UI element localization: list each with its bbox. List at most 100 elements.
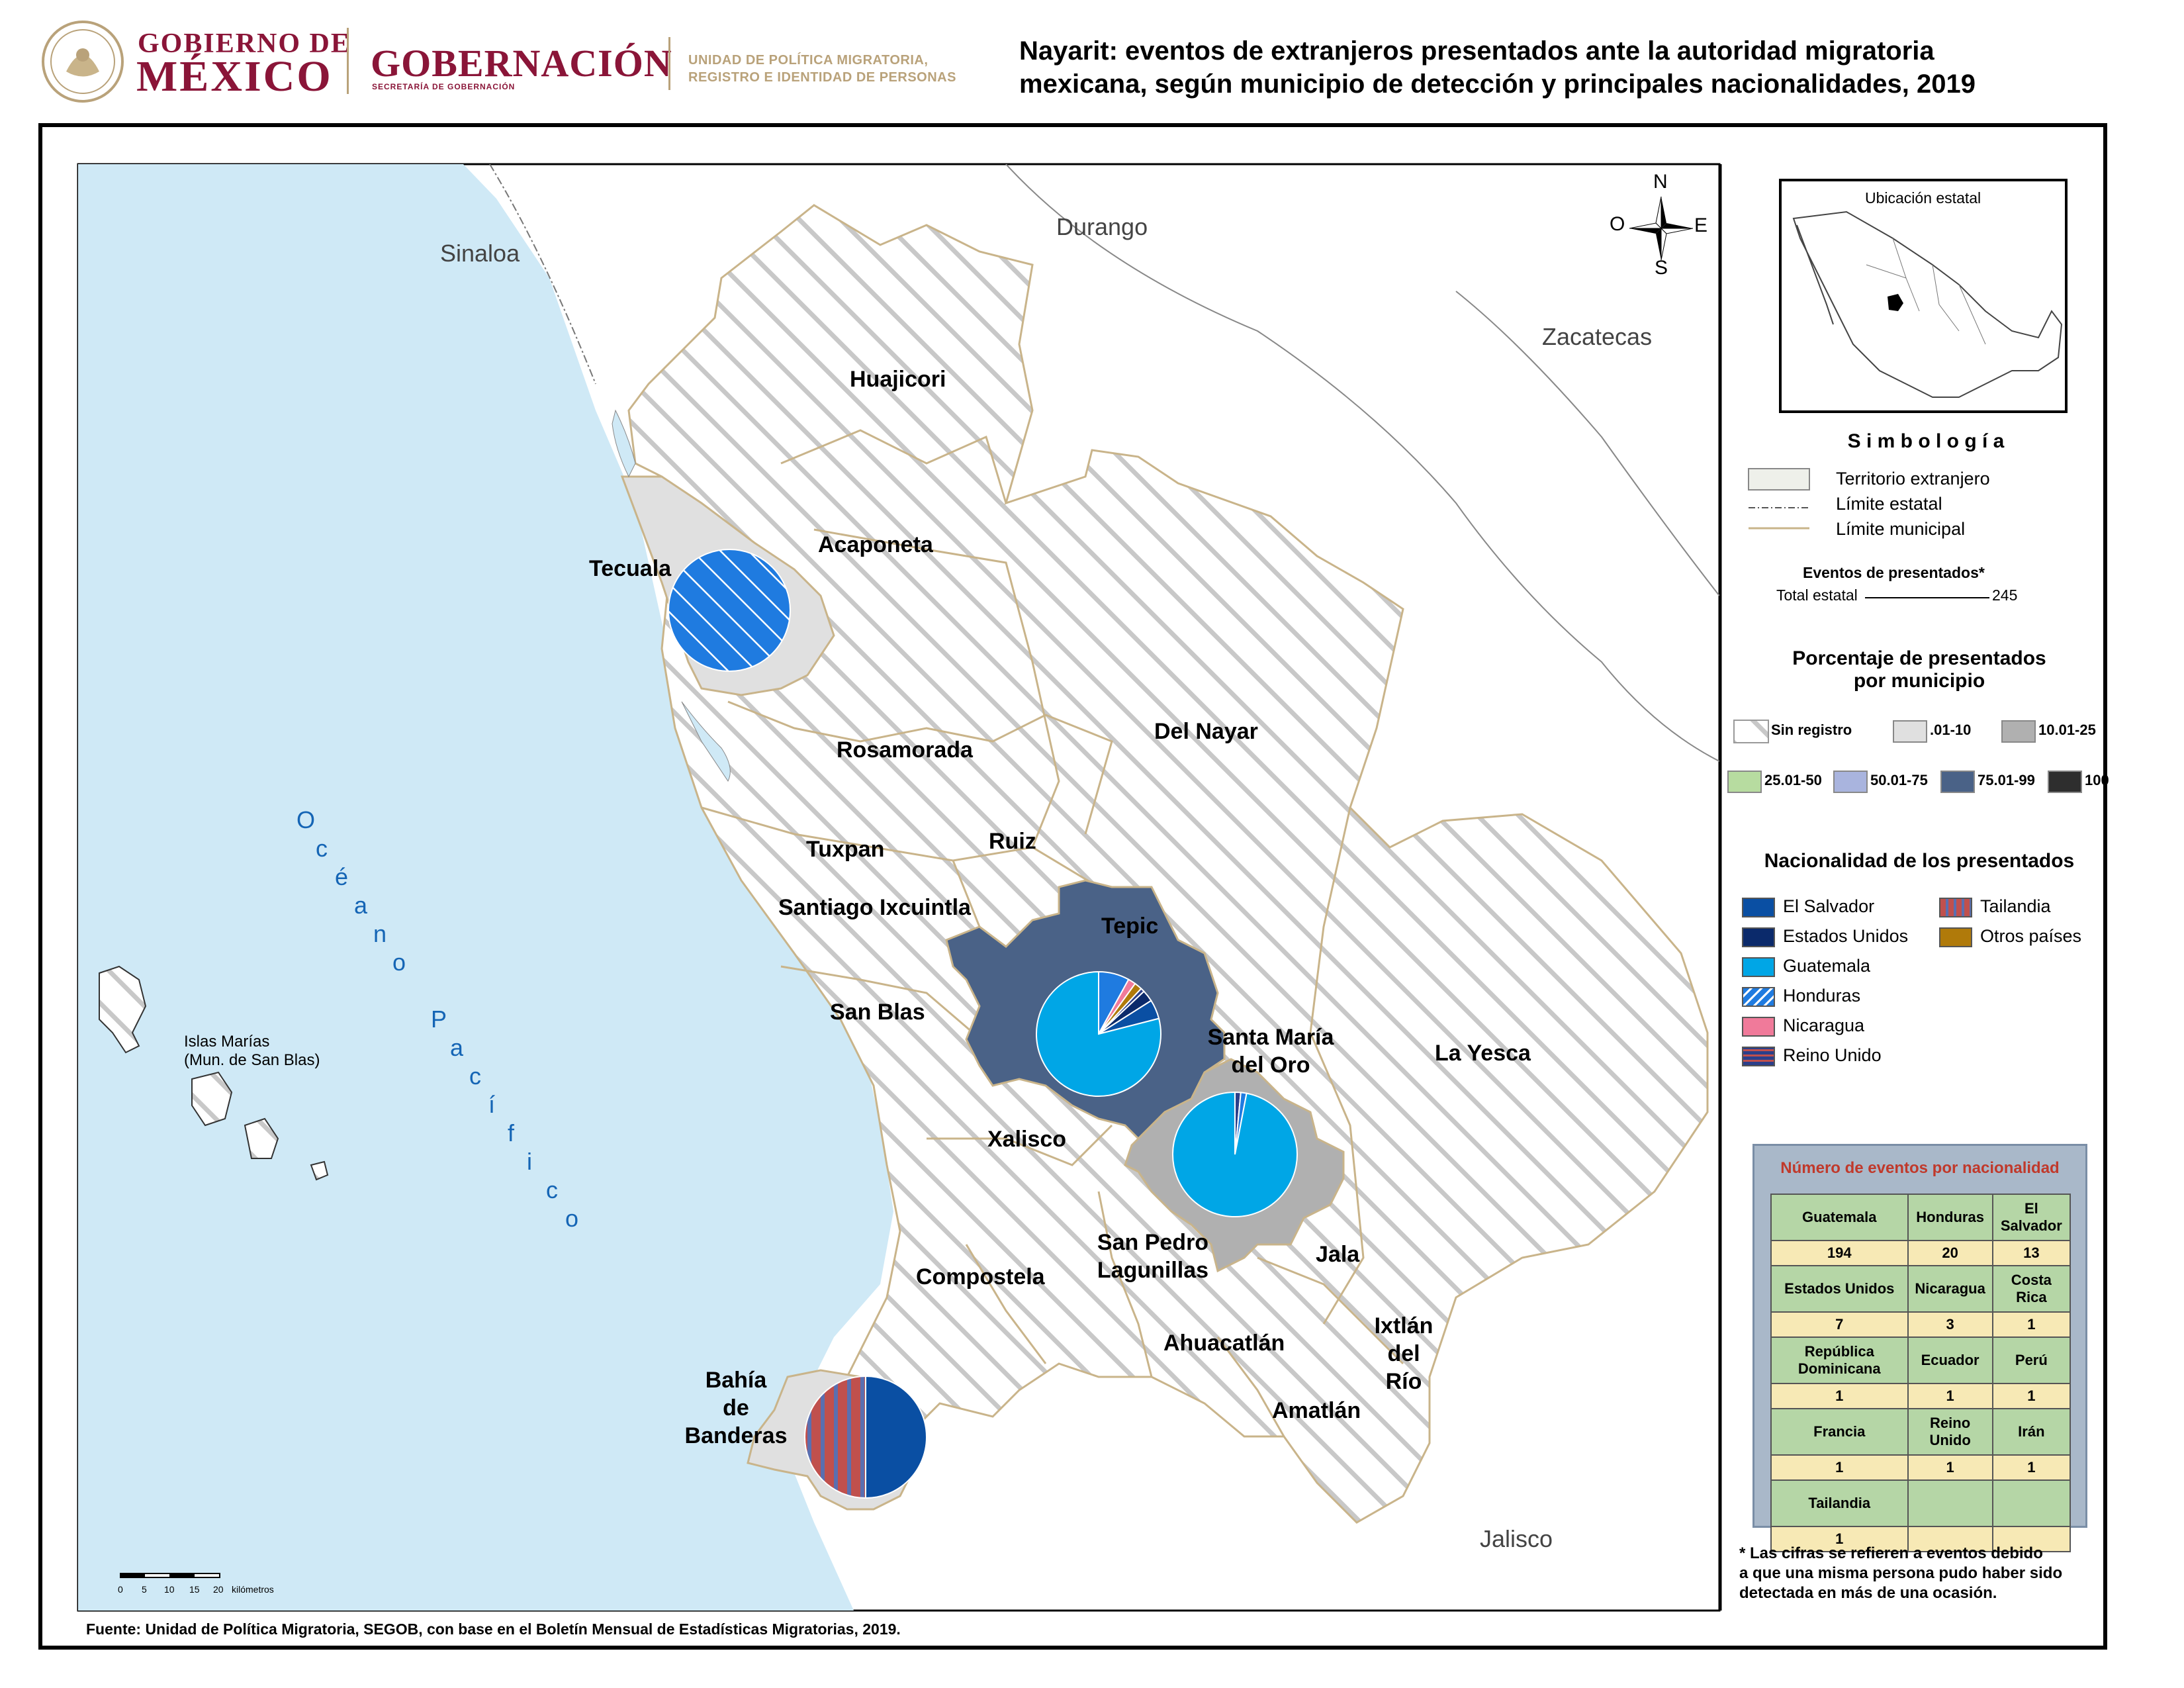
pie-bahia-de-banderas bbox=[804, 1375, 927, 1499]
territorio-extranjero-label: Territorio extranjero bbox=[1836, 469, 1990, 489]
table-value-cell: 1 bbox=[1991, 1383, 2071, 1409]
bahia-line1: Bahía bbox=[705, 1368, 767, 1393]
san-pedro-line1: San Pedro bbox=[1097, 1230, 1209, 1255]
nationality-label: Reino Unido bbox=[1783, 1045, 1882, 1065]
pie-slice-el-salvador bbox=[865, 1375, 927, 1499]
table-row: Francia Reino Unido Irán bbox=[1770, 1408, 2071, 1456]
table-title: Número de eventos por nacionalidad bbox=[1780, 1159, 2060, 1177]
ocean-label-letter: O bbox=[296, 806, 316, 833]
nationality-label: Estados Unidos bbox=[1783, 926, 1909, 946]
gobierno-line1: GOBIERNO DE bbox=[138, 28, 351, 59]
class-label: 10.01-25 bbox=[2038, 722, 2096, 738]
isla-maria-magdalena bbox=[191, 1071, 233, 1127]
nationality-label: Tailandia bbox=[1980, 896, 2051, 916]
footnote: * Las cifras se refieren a eventos debid… bbox=[1739, 1544, 2062, 1603]
lagoon bbox=[612, 409, 636, 478]
scale-tick-5: 5 bbox=[142, 1584, 147, 1595]
isla-san-juanito bbox=[310, 1160, 329, 1181]
ocean-label-letter: f bbox=[508, 1119, 515, 1147]
ocean-label-letter: c bbox=[469, 1062, 481, 1090]
compass-s: S bbox=[1655, 257, 1668, 279]
national-seal-icon bbox=[42, 21, 124, 103]
bahia-line3: Banderas bbox=[684, 1423, 788, 1448]
state-boundary-line bbox=[489, 164, 596, 385]
municipal-boundaries bbox=[701, 429, 1404, 1437]
ixtlan-line1: Ixtlán bbox=[1374, 1313, 1433, 1338]
bahia-line2: de bbox=[723, 1395, 749, 1421]
state-label-sinaloa: Sinaloa bbox=[440, 240, 520, 267]
state-label-jalisco: Jalisco bbox=[1480, 1525, 1553, 1552]
ocean-label-letter: c bbox=[546, 1176, 558, 1203]
santa-maria-line1: Santa María bbox=[1207, 1025, 1334, 1050]
pie-slice-guatemala bbox=[1172, 1091, 1298, 1217]
table-row: 1 bbox=[1770, 1526, 2071, 1552]
label-huajicori: Huajicori bbox=[850, 367, 946, 392]
class-swatch bbox=[1893, 720, 1927, 743]
nationality-label: Nicaragua bbox=[1783, 1015, 1865, 1035]
ocean-label-letter: i bbox=[527, 1148, 532, 1175]
table-value-cell: 1 bbox=[1770, 1383, 1909, 1409]
ocean-label-letter: í bbox=[488, 1091, 496, 1118]
table-header-cell: El Salvador bbox=[1991, 1194, 2071, 1241]
nationality-label: Otros países bbox=[1980, 926, 2082, 946]
label-santiago-ixcuintla: Santiago Ixcuintla bbox=[778, 895, 971, 920]
porcentaje-title: Porcentaje de presentados por municipio bbox=[1747, 647, 2091, 692]
islas-marias-line1: Islas Marías bbox=[184, 1033, 270, 1051]
ocean-label-letter: o bbox=[392, 949, 406, 976]
class-swatch bbox=[1833, 771, 1868, 793]
class-swatch bbox=[1727, 771, 1762, 793]
label-bahia-de-banderas: Bahía de Banderas bbox=[678, 1366, 794, 1450]
header-divider bbox=[668, 37, 670, 90]
total-estatal-value: 245 bbox=[1992, 586, 2018, 604]
label-acaponeta: Acaponeta bbox=[818, 532, 933, 557]
ixtlan-line2: del bbox=[1387, 1341, 1420, 1366]
ocean-label-letter: c bbox=[316, 835, 328, 862]
footnote-line3: detectada en más de una ocasión. bbox=[1739, 1584, 1997, 1602]
inset-mexico-outline bbox=[1792, 211, 2063, 398]
label-san-blas: San Blas bbox=[830, 1000, 925, 1025]
class-swatch bbox=[1940, 771, 1975, 793]
header-divider bbox=[347, 28, 349, 94]
pie-tecuala bbox=[668, 549, 791, 672]
title-line2: mexicana, según municipio de detección y… bbox=[1019, 70, 1976, 99]
scale-tick-20: 20 bbox=[213, 1584, 224, 1595]
nayarit-state-sin-registro bbox=[627, 204, 1709, 1524]
table-value-cell: 1 bbox=[1991, 1454, 2071, 1481]
lagoon bbox=[681, 701, 731, 782]
table-value-cell: 1 bbox=[1770, 1454, 1909, 1481]
class-label: .01-10 bbox=[1930, 722, 1972, 738]
pie-santa-maria-del-oro bbox=[1172, 1091, 1298, 1217]
map-frame bbox=[38, 123, 2107, 1650]
simbologia-title: S i m b o l o g í a bbox=[1847, 430, 2005, 452]
table-header-cell: Tailandia bbox=[1770, 1479, 1909, 1527]
ocean-label-letter: P bbox=[431, 1006, 447, 1033]
nationality-swatch bbox=[1742, 898, 1775, 917]
table-header-cell: Costa Rica bbox=[1991, 1265, 2071, 1313]
label-amatlan: Amatlán bbox=[1272, 1398, 1361, 1423]
label-compostela: Compostela bbox=[916, 1264, 1045, 1289]
label-tepic: Tepic bbox=[1101, 914, 1159, 939]
class-swatch bbox=[2001, 720, 2036, 743]
label-ixtlan-del-rio: Ixtlán del Río bbox=[1367, 1312, 1440, 1395]
label-ruiz: Ruiz bbox=[989, 829, 1036, 854]
nationality-label: El Salvador bbox=[1783, 896, 1875, 916]
santa-maria-line2: del Oro bbox=[1231, 1053, 1310, 1078]
table-row: Guatemala Honduras El Salvador bbox=[1770, 1194, 2071, 1241]
table-header-cell: Honduras bbox=[1907, 1194, 1993, 1241]
label-del-nayar: Del Nayar bbox=[1154, 719, 1258, 744]
label-san-pedro-lagunillas: San Pedro Lagunillas bbox=[1088, 1229, 1218, 1284]
limite-estatal-label: Límite estatal bbox=[1836, 494, 1942, 514]
nationality-swatch bbox=[1742, 927, 1775, 947]
ixtlan-line3: Río bbox=[1385, 1369, 1422, 1394]
label-tecuala: Tecuala bbox=[589, 556, 672, 581]
compass-rose-icon bbox=[1629, 196, 1694, 261]
ocean-label-letter: é bbox=[335, 863, 349, 890]
page-title: Nayarit: eventos de extranjeros presenta… bbox=[1019, 34, 1976, 101]
state-label-zacatecas: Zacatecas bbox=[1542, 323, 1653, 350]
table-row: 194 20 13 bbox=[1770, 1240, 2071, 1266]
nationality-events-table: Guatemala Honduras El Salvador 194 20 13 Estad… bbox=[1770, 1194, 2071, 1552]
unidad-line1: UNIDAD DE POLÍTICA MIGRATORIA, bbox=[688, 53, 929, 68]
title-line1: Nayarit: eventos de extranjeros presenta… bbox=[1019, 36, 1934, 66]
class-label: 50.01-75 bbox=[1870, 772, 1928, 788]
